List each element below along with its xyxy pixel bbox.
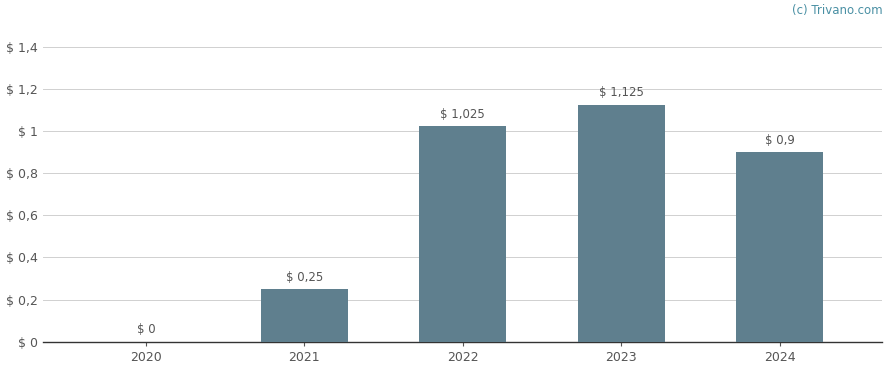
Text: (c) Trivano.com: (c) Trivano.com bbox=[792, 4, 883, 17]
Text: $ 0: $ 0 bbox=[137, 323, 155, 336]
Bar bbox=[419, 126, 506, 342]
Bar bbox=[736, 152, 823, 342]
Text: $ 0,25: $ 0,25 bbox=[286, 271, 323, 284]
Text: $ 1,125: $ 1,125 bbox=[599, 87, 644, 100]
Bar bbox=[577, 105, 665, 342]
Text: $ 1,025: $ 1,025 bbox=[440, 108, 485, 121]
Bar bbox=[261, 289, 348, 342]
Text: $ 0,9: $ 0,9 bbox=[765, 134, 795, 147]
